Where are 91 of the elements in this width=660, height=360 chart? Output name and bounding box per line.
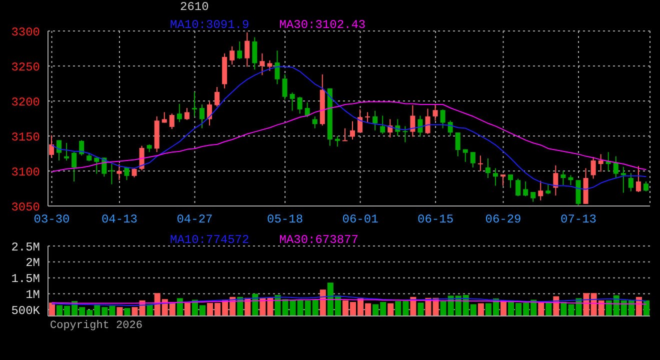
candlestick bbox=[124, 166, 130, 181]
candlestick bbox=[613, 156, 618, 178]
y-tick-label: 3050 bbox=[11, 200, 40, 214]
candlestick bbox=[64, 142, 70, 161]
candlestick bbox=[538, 180, 544, 201]
candlestick bbox=[350, 120, 355, 140]
x-tick-label: 04-13 bbox=[101, 212, 138, 227]
candlestick bbox=[72, 152, 77, 182]
candlestick bbox=[260, 52, 265, 76]
candlestick bbox=[184, 108, 190, 120]
candlestick bbox=[230, 46, 235, 66]
candlestick bbox=[523, 181, 528, 197]
candlestick bbox=[508, 174, 514, 188]
y-tick-label: 500K bbox=[11, 304, 41, 318]
candlestick bbox=[290, 92, 295, 112]
candlestick bbox=[425, 108, 430, 134]
candlestick bbox=[418, 115, 423, 138]
candlestick bbox=[402, 126, 408, 143]
candlestick bbox=[237, 41, 242, 60]
candlestick bbox=[214, 86, 220, 108]
x-tick-label: 07-13 bbox=[560, 212, 597, 227]
candlestick bbox=[576, 180, 581, 206]
line-series bbox=[51, 101, 647, 172]
x-tick-label: 06-15 bbox=[418, 212, 454, 227]
y-tick-label: 1.5M bbox=[11, 272, 40, 286]
candlestick bbox=[553, 164, 558, 196]
text: MA10:774572 bbox=[170, 233, 250, 247]
candlestick bbox=[380, 115, 386, 134]
line-series bbox=[51, 296, 647, 306]
y-tick-label: 1M bbox=[26, 288, 40, 302]
y-tick-label: 3100 bbox=[11, 165, 40, 180]
candlestick bbox=[478, 155, 483, 172]
candlestick bbox=[304, 102, 310, 118]
y-tick-label: 3250 bbox=[11, 60, 40, 74]
candlestick bbox=[342, 128, 348, 142]
candlestick bbox=[492, 168, 498, 186]
candlestick bbox=[252, 36, 258, 70]
candlestick bbox=[462, 148, 468, 162]
candlestick bbox=[440, 108, 446, 129]
candlestick bbox=[500, 174, 506, 186]
candlestick bbox=[470, 152, 476, 168]
x-tick-label: 05-18 bbox=[267, 212, 304, 227]
text: MA30:673877 bbox=[279, 233, 358, 247]
candlestick bbox=[274, 50, 280, 85]
candlestick bbox=[334, 136, 340, 147]
candlestick bbox=[282, 74, 288, 100]
candlestick bbox=[598, 154, 604, 172]
candlestick bbox=[560, 170, 566, 186]
text: MA10:3091.9 bbox=[170, 18, 250, 32]
y-tick-label: 2.5M bbox=[11, 240, 40, 254]
candlestick bbox=[109, 164, 114, 185]
candlestick bbox=[200, 104, 204, 129]
x-tick-label: 03-30 bbox=[34, 212, 70, 227]
x-tick-label: 04-27 bbox=[176, 212, 213, 227]
candlestick bbox=[176, 103, 182, 122]
candlestick bbox=[56, 140, 62, 161]
candlestick bbox=[244, 32, 250, 68]
text: Copyright 2026 bbox=[50, 320, 142, 332]
candlestick bbox=[432, 104, 438, 122]
candlestick bbox=[516, 178, 521, 197]
x-tick-label: 06-29 bbox=[485, 212, 522, 227]
candlestick bbox=[312, 116, 318, 129]
candlestick bbox=[365, 112, 370, 124]
y-tick-label: 3300 bbox=[11, 25, 40, 40]
candlestick bbox=[410, 104, 416, 138]
candlestick bbox=[79, 140, 84, 156]
candlestick bbox=[620, 166, 626, 194]
candlestick bbox=[530, 192, 536, 202]
text: MA30:3102.43 bbox=[279, 18, 366, 32]
candlestick bbox=[455, 132, 460, 157]
candlestick bbox=[267, 60, 272, 72]
candlestick bbox=[116, 164, 122, 181]
candlestick bbox=[643, 181, 648, 192]
x-tick-label: 06-01 bbox=[342, 212, 378, 227]
candlestick bbox=[372, 110, 378, 131]
candlestick bbox=[49, 134, 54, 158]
candlestick bbox=[636, 166, 641, 192]
candlestick bbox=[448, 120, 453, 136]
candlestick bbox=[590, 156, 596, 180]
y-tick-label: 3200 bbox=[11, 95, 40, 110]
chart-title: 2610 bbox=[180, 0, 209, 14]
candlestick bbox=[546, 184, 551, 195]
candlestick bbox=[169, 113, 174, 130]
candlestick bbox=[485, 158, 490, 178]
candlestick bbox=[132, 168, 137, 178]
candlestick bbox=[94, 157, 100, 174]
candlestick bbox=[628, 172, 634, 192]
y-tick-label: 3150 bbox=[11, 130, 40, 144]
y-tick-label: 2M bbox=[26, 256, 40, 270]
candlestick bbox=[297, 96, 302, 114]
candlestick bbox=[192, 91, 197, 117]
